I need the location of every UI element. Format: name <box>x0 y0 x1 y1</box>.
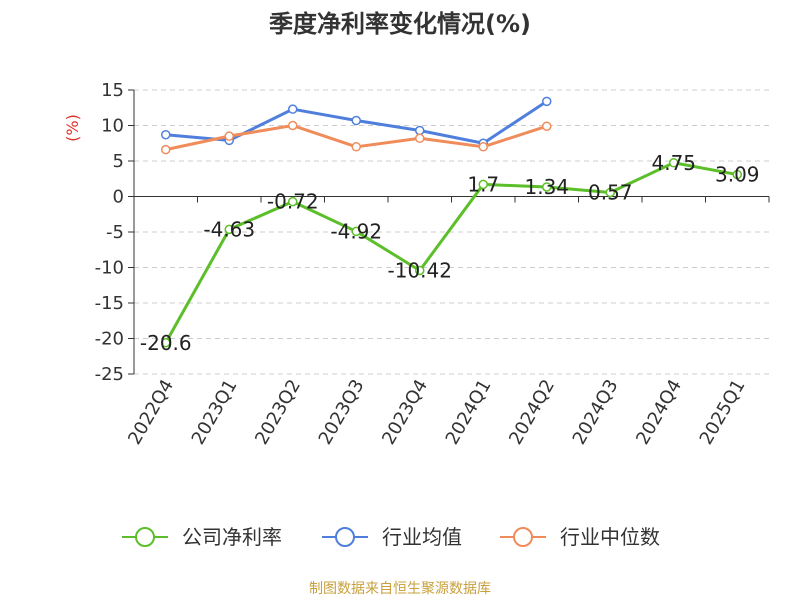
data-point <box>351 142 361 152</box>
x-tick-label: 2024Q4 <box>632 376 686 448</box>
y-axis-label: (%) <box>63 114 82 142</box>
data-point <box>161 144 171 155</box>
chart-title: 季度净利率变化情况(%) <box>269 10 531 38</box>
y-tick-label: -10 <box>95 258 124 279</box>
y-tick-label: -20 <box>95 329 124 350</box>
data-label: 1.7 <box>467 172 499 196</box>
data-point <box>351 115 361 126</box>
y-tick-label: -15 <box>95 293 124 314</box>
grid-lines <box>134 89 769 375</box>
y-tick-label: 0 <box>113 187 124 208</box>
data-point <box>288 196 298 207</box>
data-labels: -20.6 -4.63 -0.72 -4.92-10.42 1.7 1.34 0.57 4.7… <box>140 151 760 355</box>
data-label: 4.75 <box>651 151 696 175</box>
x-tick-label: 2023Q3 <box>315 376 369 448</box>
x-tick-label: 2024Q2 <box>505 376 559 448</box>
data-point <box>161 338 171 348</box>
data-point <box>669 158 679 168</box>
data-point <box>542 182 552 192</box>
data-point <box>351 226 361 237</box>
y-tick-label: -5 <box>106 222 124 243</box>
data-point <box>478 142 488 152</box>
data-label: -10.42 <box>388 258 452 282</box>
legend: 公司净利率 行业均值 行业中位数 <box>122 525 660 549</box>
data-point <box>415 133 425 144</box>
data-point <box>542 121 552 131</box>
data-label: 0.57 <box>588 180 633 204</box>
x-tick-label: 2023Q1 <box>188 376 242 448</box>
data-point <box>288 120 298 131</box>
legend-marker <box>335 527 355 547</box>
y-tick-label: -25 <box>95 364 124 385</box>
data-point <box>288 104 298 114</box>
data-label: -0.72 <box>267 190 319 214</box>
y-tick-label: 15 <box>101 80 124 101</box>
data-point <box>478 179 488 190</box>
series-lines <box>161 96 742 348</box>
data-point <box>732 169 742 180</box>
data-point <box>605 187 615 198</box>
x-tick-label: 2024Q1 <box>442 376 496 448</box>
data-label: -4.92 <box>330 219 382 243</box>
y-tick-label: 10 <box>101 116 124 137</box>
y-tick-label: 5 <box>113 151 124 172</box>
x-tick-label: 2022Q4 <box>124 376 178 448</box>
x-tick-label: 2025Q1 <box>696 376 750 448</box>
legend-label: 公司净利率 <box>182 525 282 549</box>
data-point <box>542 96 552 107</box>
data-label: 1.34 <box>524 175 569 199</box>
data-point <box>415 125 425 136</box>
legend-label: 行业均值 <box>382 525 462 549</box>
x-tick-label: 2023Q2 <box>251 376 305 448</box>
data-label: -4.63 <box>203 217 255 241</box>
legend-label: 行业中位数 <box>560 525 660 549</box>
legend-marker <box>135 527 155 547</box>
x-tick-label: 2024Q3 <box>569 376 623 448</box>
data-label: -20.6 <box>140 331 192 355</box>
data-label: 3.09 <box>715 163 760 187</box>
x-tick-label: 2023Q4 <box>378 376 432 448</box>
series-line <box>164 161 738 344</box>
data-point <box>224 131 234 141</box>
data-point <box>415 265 425 276</box>
data-point <box>224 224 234 235</box>
source-note: 制图数据来自恒生聚源数据库 <box>309 581 491 597</box>
data-point <box>161 129 171 140</box>
legend-marker <box>513 527 533 547</box>
